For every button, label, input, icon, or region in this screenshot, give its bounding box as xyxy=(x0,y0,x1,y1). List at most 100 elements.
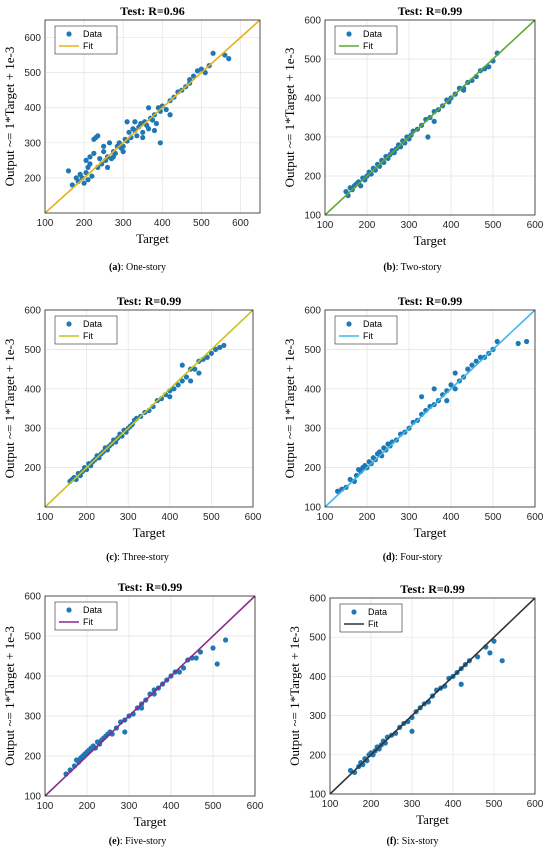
data-point xyxy=(95,133,101,139)
y-tick-label: 600 xyxy=(309,594,326,605)
x-tick-label: 100 xyxy=(317,220,334,231)
data-point xyxy=(132,119,138,125)
y-tick-label: 600 xyxy=(24,33,41,44)
x-tick-label: 300 xyxy=(401,220,418,231)
y-tick-label: 400 xyxy=(309,672,326,683)
legend: Data Fit xyxy=(334,25,398,55)
y-tick-label: 200 xyxy=(304,172,321,183)
legend: Data Fit xyxy=(334,315,398,345)
data-point xyxy=(524,338,530,345)
axes-box xyxy=(324,19,536,216)
data-point xyxy=(431,386,437,392)
y-tick-label: 500 xyxy=(309,633,326,644)
data-point xyxy=(87,154,93,160)
data-point xyxy=(487,650,493,656)
y-tick-label: 400 xyxy=(304,94,321,105)
data-point xyxy=(431,118,437,124)
data-point xyxy=(176,669,182,675)
legend-marker-data xyxy=(351,609,357,615)
fit-line xyxy=(325,20,535,215)
x-tick-label: 500 xyxy=(485,220,502,231)
y-tick-label: 200 xyxy=(309,750,326,761)
y-tick-label: 100 xyxy=(24,792,41,803)
legend-marker-data xyxy=(66,321,72,327)
data-point xyxy=(183,374,190,380)
x-tick-label: 200 xyxy=(78,512,95,523)
data-point xyxy=(140,129,146,135)
y-tick-label: 500 xyxy=(304,345,321,356)
data-point xyxy=(221,342,227,349)
legend-marker-data xyxy=(66,607,72,613)
data-point xyxy=(419,394,425,400)
x-tick-label: 500 xyxy=(203,512,220,523)
data-point xyxy=(157,140,163,146)
legend-label-fit: Fit xyxy=(83,41,93,51)
axes-box xyxy=(324,309,536,508)
data-point xyxy=(452,386,458,392)
data-point xyxy=(499,658,505,664)
data-point xyxy=(81,180,87,186)
x-tick-label: 100 xyxy=(317,512,334,523)
data-point xyxy=(197,649,203,655)
axes-box xyxy=(44,309,254,508)
data-point xyxy=(104,164,111,170)
data-point xyxy=(91,136,97,142)
chart-panel-4: 100 200 300 400 500 600 100 200 300 400 500 600 Test… xyxy=(275,290,550,573)
chart-panel-3: 100 200 300 400 500 600 200 300 400 500 600 Test: R… xyxy=(0,290,275,573)
data-point xyxy=(469,362,475,368)
x-tick-label: 100 xyxy=(322,799,339,810)
y-tick-label: 200 xyxy=(24,173,41,184)
y-tick-label: 300 xyxy=(304,133,321,144)
legend-label-data: Data xyxy=(83,605,102,615)
data-point xyxy=(167,394,173,400)
data-point xyxy=(196,370,202,376)
data-point xyxy=(217,344,223,351)
y-axis-label: Output ~= 1*Target + 1e-3 xyxy=(282,339,297,479)
y-axis-label: Output ~= 1*Target + 1e-3 xyxy=(287,626,302,766)
legend-marker-data xyxy=(346,321,352,327)
panel-caption: (e): Five-story xyxy=(0,836,275,847)
data-point xyxy=(448,382,454,388)
y-tick-label: 300 xyxy=(24,712,41,723)
chart-title: Test: R=0.99 xyxy=(118,580,182,594)
fit-line xyxy=(45,596,255,796)
x-tick-label: 500 xyxy=(486,799,503,810)
data-point xyxy=(167,112,173,118)
x-tick-label: 600 xyxy=(247,801,264,812)
data-point xyxy=(124,119,130,125)
legend: Data Fit xyxy=(339,603,403,633)
x-tick-label: 600 xyxy=(527,220,544,231)
data-point xyxy=(181,665,187,671)
y-tick-label: 600 xyxy=(304,16,321,27)
y-tick-label: 600 xyxy=(24,592,41,603)
data-point xyxy=(477,354,483,360)
chart-title: Test: R=0.96 xyxy=(120,4,184,18)
regression-chart: 100 200 300 400 500 600 200 300 400 500 600 Test: R… xyxy=(2,4,261,246)
x-tick-label: 200 xyxy=(79,801,96,812)
y-tick-label: 400 xyxy=(24,672,41,683)
data-point xyxy=(120,148,126,155)
chart-panel-2: 100 200 300 400 500 600 100 200 300 400 500 600 Test… xyxy=(275,0,550,283)
caption-text: : Four-story xyxy=(394,552,443,563)
x-axis-label: Target xyxy=(136,231,169,246)
caption-label: (d) xyxy=(382,552,395,563)
panel-caption: (d): Four-story xyxy=(275,552,550,563)
data-point xyxy=(486,64,492,70)
x-axis-label: Target xyxy=(414,525,447,540)
data-point xyxy=(65,168,72,174)
y-tick-label: 400 xyxy=(24,384,41,395)
data-point xyxy=(122,729,128,735)
y-tick-label: 200 xyxy=(304,463,321,474)
data-point xyxy=(452,370,458,376)
data-point xyxy=(465,366,471,372)
panel-caption: (a): One-story xyxy=(0,262,275,273)
y-tick-label: 300 xyxy=(304,424,321,435)
chart-panel-6: 100 200 300 400 500 600 100 200 300 400 500 600 Test… xyxy=(275,574,550,857)
data-point xyxy=(208,350,214,356)
y-tick-label: 400 xyxy=(24,103,41,114)
y-axis-label: Output ~= 1*Target + 1e-3 xyxy=(2,339,17,479)
data-point xyxy=(151,127,158,134)
data-point xyxy=(226,56,232,62)
x-axis-label: Target xyxy=(133,525,166,540)
legend-label-fit: Fit xyxy=(83,331,93,341)
